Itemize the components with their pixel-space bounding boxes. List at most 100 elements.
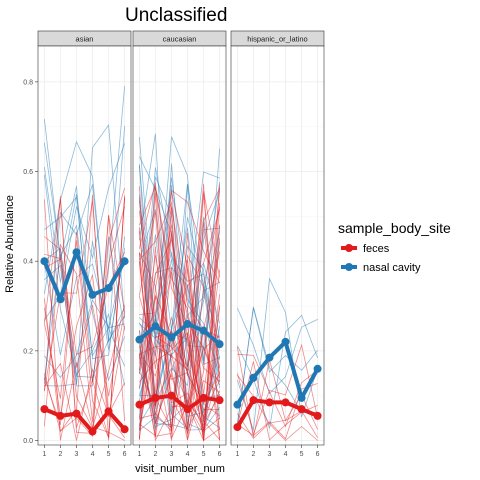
individual-trajectory-feces — [237, 383, 318, 440]
individual-trajectory-feces — [44, 253, 125, 430]
facet-panel-0: asian 1 2 3 4 5 6 — [37, 30, 132, 458]
series-point-1 — [297, 393, 306, 402]
series-point-1 — [151, 322, 160, 331]
individual-trajectory-feces — [44, 194, 125, 441]
individual-trajectory-feces — [44, 215, 125, 427]
legend-title: sample_body_site — [338, 220, 451, 236]
individual-trajectory-feces — [139, 205, 220, 437]
individual-trajectory-feces — [139, 189, 220, 409]
series-point-1 — [265, 353, 274, 362]
individual-trajectory-feces — [139, 188, 220, 434]
y-axis-title: Relative Abundance — [4, 195, 16, 293]
series-point-1 — [104, 284, 113, 293]
x-tick-label: 6 — [123, 451, 127, 458]
series-point-1 — [72, 248, 81, 257]
individual-trajectory-feces — [139, 222, 220, 427]
series-point-0 — [167, 391, 176, 400]
chart-title: Unclassified — [125, 5, 227, 26]
individual-trajectory-feces — [44, 362, 125, 441]
x-tick-label: 5 — [107, 451, 111, 458]
series-point-1 — [249, 373, 258, 382]
panel-border — [230, 45, 325, 446]
series-point-1 — [233, 400, 242, 409]
series-point-0 — [56, 411, 65, 420]
individual-trajectory-nasal — [44, 126, 125, 378]
series-point-0 — [281, 398, 290, 407]
individual-trajectory-feces — [139, 296, 220, 442]
individual-trajectory-nasal — [237, 307, 318, 395]
x-tick-label: 4 — [284, 451, 288, 458]
x-tick-label: 5 — [202, 451, 206, 458]
legend-label-0: feces — [363, 243, 390, 255]
series-line-1 — [235, 339, 320, 406]
y-tick-label: 0.6 — [23, 169, 33, 176]
series-point-1 — [313, 364, 322, 373]
individual-trajectory-feces — [139, 238, 220, 382]
series-point-1 — [120, 257, 129, 266]
facet-strip-label: hispanic_or_latino — [247, 35, 307, 44]
x-tick-label: 2 — [153, 451, 157, 458]
panel-border — [37, 45, 132, 446]
individual-trajectory-feces — [139, 224, 220, 413]
legend-key-point-1 — [345, 263, 353, 271]
individual-trajectory-feces — [139, 252, 220, 431]
y-tick-label: 0.0 — [23, 438, 33, 445]
y-tick-label: 0.2 — [23, 348, 33, 355]
x-tick-label: 3 — [268, 451, 272, 458]
series-point-0 — [215, 396, 224, 405]
facet-strip-label: asian — [76, 35, 94, 44]
series-point-0 — [233, 423, 242, 432]
individual-trajectory-feces — [44, 258, 125, 397]
series-point-0 — [151, 393, 160, 402]
y-tick-label: 0.4 — [23, 259, 33, 266]
x-tick-label: 2 — [251, 451, 255, 458]
series-point-1 — [281, 337, 290, 346]
x-tick-label: 4 — [186, 451, 190, 458]
series-point-1 — [183, 319, 192, 328]
facet-strip-label: caucasian — [163, 35, 197, 44]
x-tick-label: 3 — [170, 451, 174, 458]
series-point-1 — [215, 340, 224, 349]
series-point-1 — [135, 335, 144, 344]
series-point-0 — [265, 398, 274, 407]
individual-trajectory-feces — [237, 353, 318, 428]
individual-trajectory-nasal — [44, 166, 125, 382]
x-tick-label: 6 — [316, 451, 320, 458]
individual-trajectory-feces — [237, 346, 318, 438]
individual-trajectory-feces — [139, 331, 220, 440]
series-point-0 — [104, 407, 113, 416]
series-point-0 — [120, 425, 129, 434]
series-point-1 — [56, 295, 65, 304]
x-tick-label: 1 — [235, 451, 239, 458]
series-line-1 — [42, 250, 127, 302]
series-point-0 — [199, 393, 208, 402]
legend: sample_body_site feces nasal cavity — [338, 220, 451, 274]
individual-trajectory-nasal — [237, 307, 318, 426]
facet-panel-1: caucasian 1 2 3 4 5 6 — [132, 30, 227, 458]
facet-panels: asian 1 2 3 4 5 6 caucasian 1 2 3 4 5 6 hispanic_or_la… — [23, 30, 325, 458]
panel-border — [132, 45, 227, 446]
individual-trajectory-feces — [139, 191, 220, 420]
x-axis-title: visit_number_num — [135, 463, 225, 475]
x-tick-label: 5 — [300, 451, 304, 458]
x-tick-label: 4 — [91, 451, 95, 458]
x-tick-label: 2 — [58, 451, 62, 458]
y-tick-label: 0.8 — [23, 79, 33, 86]
individual-trajectory-feces — [139, 252, 220, 438]
individual-trajectory-nasal — [44, 257, 125, 379]
series-point-0 — [313, 411, 322, 420]
legend-label-1: nasal cavity — [363, 262, 421, 274]
series-point-0 — [183, 405, 192, 414]
individual-trajectory-nasal — [44, 142, 125, 357]
legend-key-point-0 — [345, 244, 353, 252]
series-point-0 — [297, 405, 306, 414]
series-point-0 — [40, 405, 49, 414]
series-point-1 — [40, 257, 49, 266]
series-point-1 — [167, 333, 176, 342]
x-tick-label: 1 — [137, 451, 141, 458]
individual-trajectory-feces — [139, 209, 220, 437]
x-tick-label: 6 — [218, 451, 222, 458]
x-tick-label: 1 — [42, 451, 46, 458]
series-point-1 — [88, 290, 97, 299]
